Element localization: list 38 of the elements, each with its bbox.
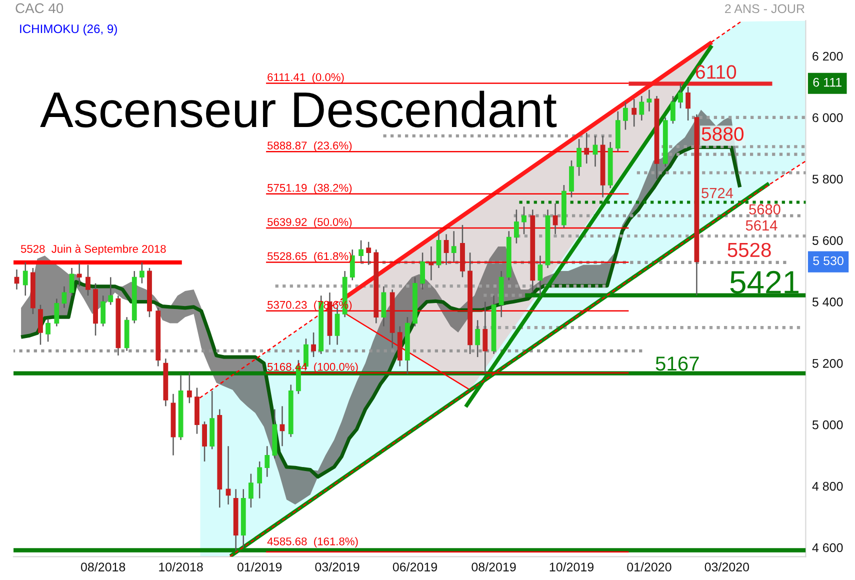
y-tick-label: 5 000 xyxy=(812,420,843,430)
y-tick-label: 4 600 xyxy=(812,543,843,552)
y-tick-label: 5 800 xyxy=(812,174,843,184)
annotation: 5528 xyxy=(728,242,771,258)
x-tick-label: 08/2018 xyxy=(80,562,126,572)
series-label: 5888.87 (23.6%) xyxy=(268,141,352,152)
series-label: 4585.68 (161.8%) xyxy=(267,537,358,548)
series-label: 5421 xyxy=(730,270,799,294)
text: CAC 40 xyxy=(16,3,64,14)
x-tick-label: 03/2019 xyxy=(315,562,360,572)
series-label: 5751.19 (38.2%) xyxy=(268,184,352,194)
y-tick-label: 5 200 xyxy=(812,358,843,368)
annotation: 5 530 xyxy=(813,256,844,266)
x-tick-label: 08/2019 xyxy=(472,562,516,572)
series-label: 6110 xyxy=(696,65,736,79)
x-tick-label: 06/2019 xyxy=(392,562,437,572)
series-label: 5639.92 (50.0%) xyxy=(268,218,352,228)
y-tick-label: 6 200 xyxy=(812,52,843,61)
x-tick-label: 10/2019 xyxy=(550,562,594,572)
y-tick-label: 4 800 xyxy=(812,482,843,491)
text: Ascenseur Descendant xyxy=(40,90,557,128)
x-tick-label: 01/2020 xyxy=(627,562,672,572)
y-tick-label: 5 600 xyxy=(812,236,843,245)
annotation: 6 111 xyxy=(813,78,842,87)
series-label: 5167 xyxy=(656,356,699,371)
x-tick-label: 03/2020 xyxy=(704,562,750,572)
annotation: 5880 xyxy=(702,127,744,141)
series-label: 5528 Juin à Septembre 2018 xyxy=(20,244,166,256)
annotation: 5614 xyxy=(746,220,778,231)
x-tick-label: 01/2019 xyxy=(237,562,282,572)
text: 2 ANS - JOUR xyxy=(725,4,804,14)
x-tick-label: 10/2018 xyxy=(159,562,203,572)
y-tick-label: 5 400 xyxy=(812,298,843,306)
series-label: 6111.41 (0.0%) xyxy=(268,72,344,84)
annotation: 5724 xyxy=(702,188,734,198)
annotation: ICHIMOKU (26, 9) xyxy=(20,24,117,36)
annotation: 5680 xyxy=(749,204,780,215)
y-tick-label: 6 000 xyxy=(812,113,843,122)
